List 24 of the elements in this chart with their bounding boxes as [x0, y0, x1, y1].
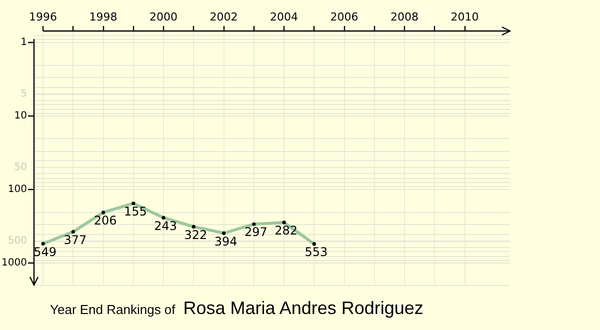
data-label: 282: [274, 224, 298, 238]
x-tick-label: 2010: [450, 10, 479, 24]
data-label: 297: [244, 225, 268, 240]
x-tick-label: 1998: [89, 10, 118, 24]
y-tick-label: 10: [14, 110, 27, 122]
x-tick-label: 2004: [270, 10, 298, 24]
data-label: 377: [64, 232, 87, 247]
text: Rosa Maria Andres Rodriguez: [183, 298, 424, 318]
data-label: 549: [34, 244, 56, 259]
data-label: 322: [184, 228, 208, 242]
data-label: 206: [94, 214, 117, 228]
y-tick-label: 1: [20, 36, 27, 48]
data-label: 155: [124, 204, 147, 218]
text: Year End Rankings of: [50, 302, 176, 317]
x-tick-label: 2000: [150, 10, 178, 24]
x-tick-label: 2006: [330, 10, 358, 24]
y-tick-label: 1000: [2, 257, 27, 268]
data-label: 394: [214, 234, 238, 248]
x-tick-label: 1996: [29, 10, 58, 24]
x-tick-label: 2008: [390, 10, 419, 24]
y-tick-label: 100: [8, 184, 27, 195]
data-label: 243: [154, 218, 177, 233]
data-label: 553: [304, 245, 328, 260]
x-tick-label: 2002: [210, 10, 238, 24]
